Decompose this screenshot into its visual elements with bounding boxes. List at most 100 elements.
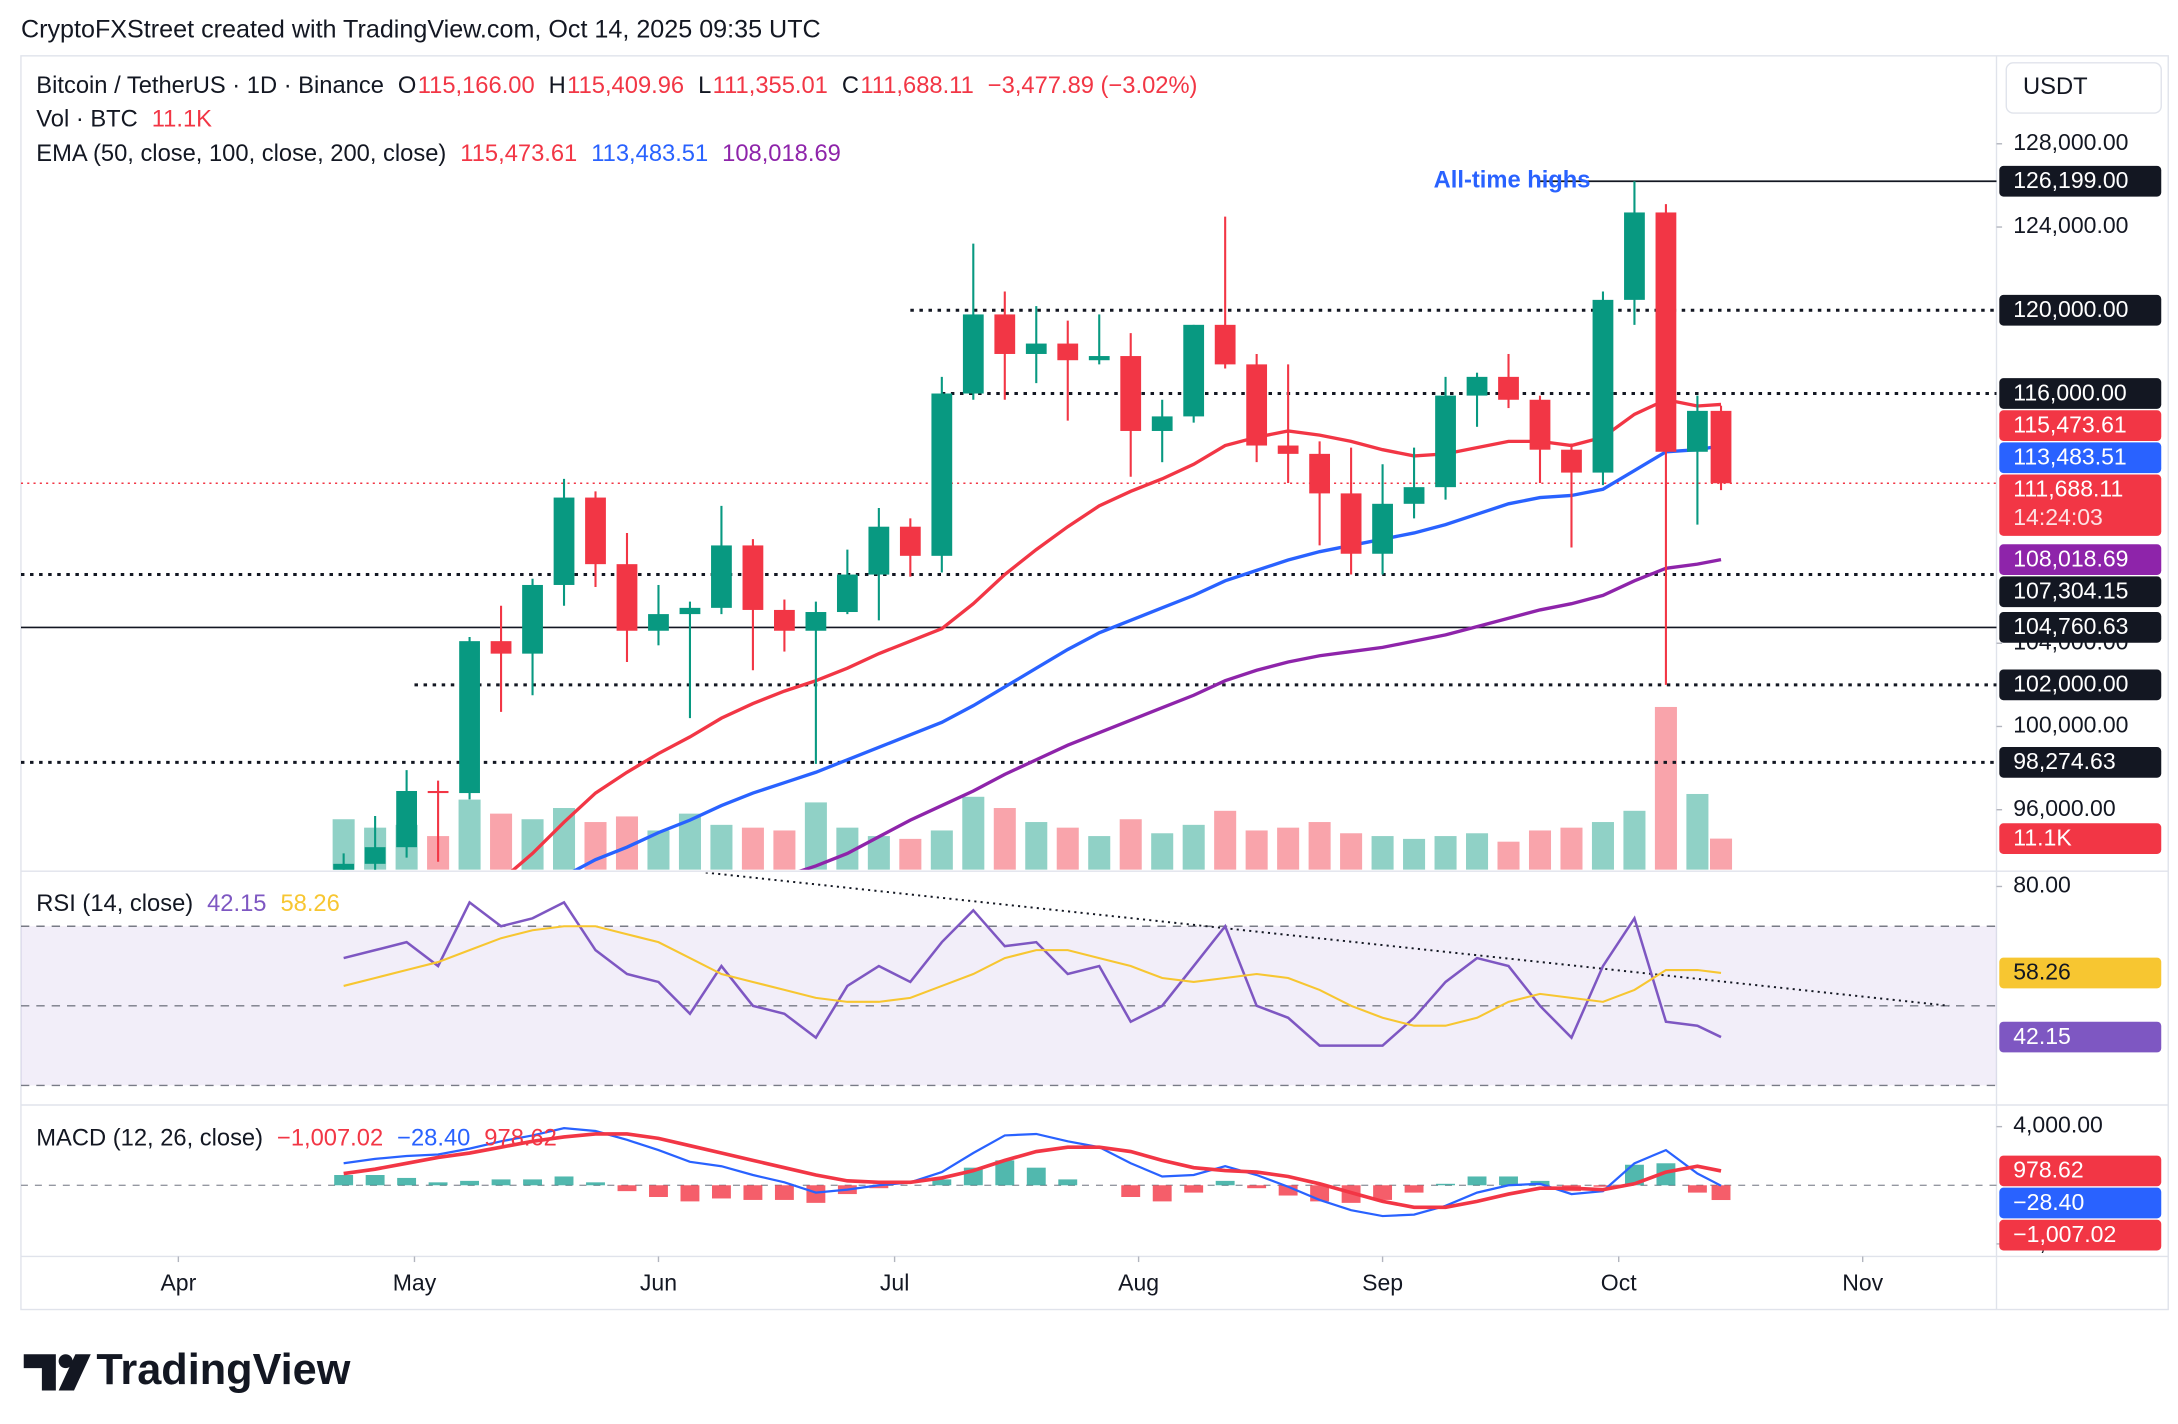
candle-body <box>1057 343 1079 361</box>
candle-body <box>1025 343 1047 354</box>
histogram-bar <box>1152 1185 1172 1202</box>
logo <box>23 1354 91 1391</box>
histogram-bar <box>774 1185 794 1200</box>
candle-body <box>1529 399 1551 450</box>
badge-text: −28.40 <box>2013 1189 2084 1215</box>
histogram-bar <box>1247 1185 1267 1189</box>
volume-bar <box>1686 793 1709 870</box>
candle-body <box>679 607 701 615</box>
candle-body <box>1687 410 1708 452</box>
legend-text: 115,473.61 <box>460 141 577 167</box>
badge-text: −1,007.02 <box>2013 1221 2116 1247</box>
volume-bar <box>458 799 481 870</box>
candle-body <box>333 863 355 870</box>
histogram-bar <box>1711 1185 1731 1201</box>
volume-bar <box>678 813 701 870</box>
histogram-bar <box>1593 1185 1613 1187</box>
volume-bar <box>1340 833 1363 870</box>
histogram-bar <box>1215 1180 1235 1186</box>
volume-bar <box>1182 824 1205 870</box>
legend-text: 111,355.01 <box>713 73 828 99</box>
x-tick-label: Jun <box>640 1269 677 1295</box>
badge-text: 102,000.00 <box>2013 671 2128 697</box>
volume-bar <box>1088 836 1111 870</box>
price-badge <box>1999 442 2162 474</box>
volume-bar <box>1371 836 1394 870</box>
currency-button[interactable] <box>2005 62 2162 114</box>
histogram-bar <box>1026 1167 1046 1186</box>
volume-bar <box>1710 838 1733 870</box>
histogram-bar <box>365 1175 385 1186</box>
price-badge <box>1999 294 2162 326</box>
price-badge <box>1999 544 2162 575</box>
legend-text: H <box>549 73 566 99</box>
histogram-bar <box>1278 1185 1298 1196</box>
y-tick-label: 4,000.00 <box>2013 1112 2103 1138</box>
candle-body <box>868 526 890 575</box>
candle-body <box>805 612 827 631</box>
candle-body <box>1277 445 1299 454</box>
badge-text: 120,000.00 <box>2013 296 2128 322</box>
candle-body <box>1403 487 1425 504</box>
candle-body <box>1214 324 1236 365</box>
histogram-bar <box>554 1176 574 1186</box>
badge-text: 978.62 <box>2013 1157 2083 1183</box>
histogram-bar <box>995 1160 1015 1186</box>
x-tick-label: Jul <box>880 1269 909 1295</box>
histogram-bar <box>1499 1176 1518 1186</box>
candle-body <box>490 641 512 654</box>
candle-body <box>648 614 669 631</box>
histogram-bar <box>932 1179 952 1186</box>
candle-body <box>899 526 921 556</box>
pane <box>20 180 1997 870</box>
candle-body <box>1498 376 1519 400</box>
y-tick-label: 80.00 <box>2013 872 2071 898</box>
volume-bar <box>1654 706 1677 870</box>
legend-text: −1,007.02 <box>277 1125 383 1151</box>
price-badge <box>1999 1155 2162 1187</box>
histogram-bar <box>491 1179 511 1186</box>
volume-bar <box>1466 833 1489 870</box>
price-badge <box>1999 957 2162 989</box>
histogram-bar <box>1467 1176 1487 1186</box>
volume-bar <box>1214 810 1237 870</box>
credit: CryptoFXStreet created with TradingView.… <box>21 15 821 43</box>
legend-text: 58.26 <box>280 891 339 917</box>
volume-bar <box>1119 819 1142 870</box>
candle-body <box>962 314 984 394</box>
price-badge <box>1999 410 2162 441</box>
price-badge <box>1999 474 2162 536</box>
badges: 58.26 42.15 <box>1999 957 2162 1053</box>
volume-bar <box>710 824 733 870</box>
y-tick-label: 100,000.00 <box>2013 712 2128 738</box>
volume-bar <box>804 802 827 870</box>
candle-body <box>742 545 764 610</box>
histogram-bar <box>711 1185 731 1199</box>
histogram-bar <box>334 1175 354 1186</box>
legend-text: RSI (14, close) <box>36 891 193 917</box>
badge-text: 115,473.61 <box>2013 411 2126 437</box>
histogram-bar <box>1373 1185 1393 1200</box>
badge-text: 126,199.00 <box>2013 167 2128 193</box>
volume-bar <box>1025 822 1048 870</box>
histogram-bar <box>649 1185 668 1197</box>
candle-body <box>1088 356 1110 361</box>
badge-text: 116,000.00 <box>2013 379 2126 405</box>
legend-text: 113,483.51 <box>591 141 708 167</box>
volume-bar <box>930 830 953 870</box>
candle-body <box>994 314 1016 354</box>
volume-bar <box>867 836 890 870</box>
histogram-bar <box>743 1185 763 1200</box>
volume-bar <box>332 819 355 870</box>
candle-body <box>1246 364 1268 446</box>
histogram-bar <box>1436 1183 1455 1186</box>
legend-text: L <box>698 73 711 99</box>
volume-bar <box>1245 830 1268 870</box>
volume-bar <box>962 796 985 870</box>
rsi-line <box>343 925 1722 1027</box>
trendline <box>705 872 1950 1007</box>
ema-line <box>572 444 1722 870</box>
price-badge <box>1999 1219 2162 1251</box>
